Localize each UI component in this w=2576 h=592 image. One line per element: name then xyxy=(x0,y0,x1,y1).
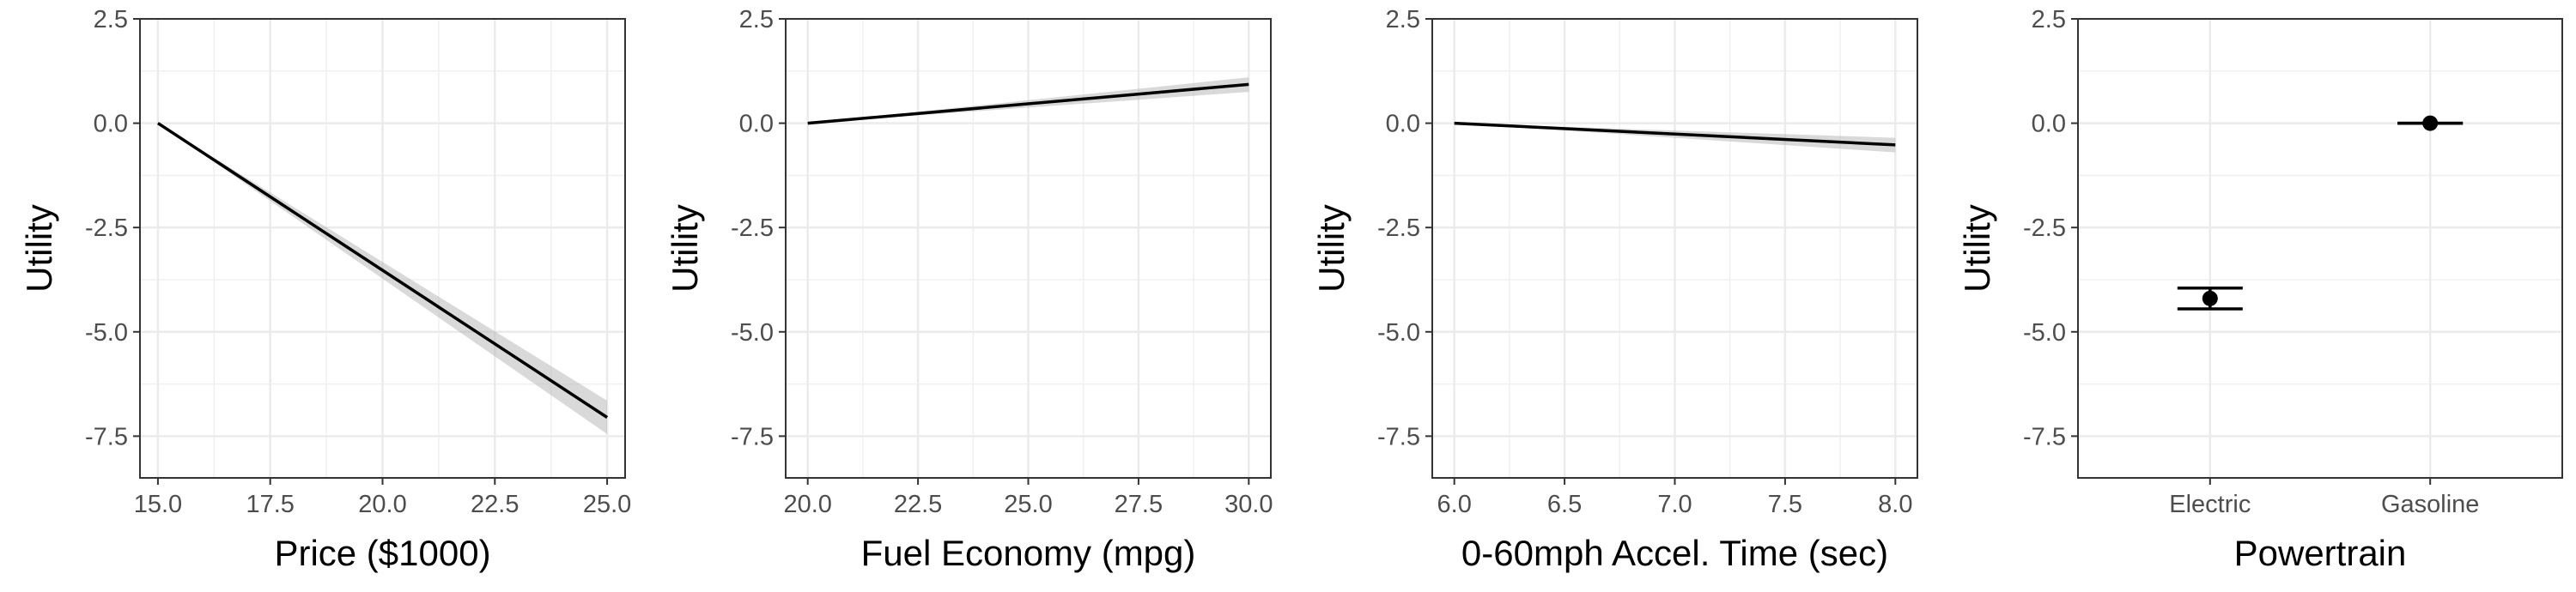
y-tick-label: 2.5 xyxy=(1386,6,1420,33)
x-axis-title: 0-60mph Accel. Time (sec) xyxy=(1461,533,1888,573)
panel-border xyxy=(2077,18,2563,479)
x-tick-label: 25.0 xyxy=(583,491,631,518)
x-tick-label: 27.5 xyxy=(1115,491,1163,518)
y-axis-title: Utility xyxy=(1957,204,1997,293)
y-axis-title: Utility xyxy=(19,204,59,293)
x-tick-label: 22.5 xyxy=(471,491,519,518)
x-tick-label: 15.0 xyxy=(134,491,182,518)
y-tick-label: -2.5 xyxy=(2023,214,2066,242)
data-point xyxy=(2202,290,2218,306)
x-tick-label: 8.0 xyxy=(1878,491,1912,518)
y-tick-label: -5.0 xyxy=(2023,319,2066,347)
y-tick-label: -7.5 xyxy=(731,423,774,450)
x-tick-label: 22.5 xyxy=(894,491,942,518)
y-tick-label: -5.0 xyxy=(1377,319,1420,347)
x-tick-label: 6.0 xyxy=(1437,491,1472,518)
x-tick-label: 30.0 xyxy=(1224,491,1273,518)
y-tick-label: -5.0 xyxy=(731,319,774,347)
y-tick-label: -7.5 xyxy=(2023,423,2066,450)
utility-line xyxy=(1454,121,1896,147)
x-axis-title: Powertrain xyxy=(2234,533,2407,573)
x-tick-label: 20.0 xyxy=(783,491,831,518)
chart-panel-3: 2.5 0.0 -2.5 -5.0 -7.5 6.0 6.5 7.0 7.5 8.0 0-60mph… xyxy=(1311,6,1918,573)
x-axis-title: Fuel Economy (mpg) xyxy=(861,533,1196,573)
chart-panel-4: 2.5 0.0 -2.5 -5.0 -7.5 Electric Gasoline Powert… xyxy=(1957,6,2563,573)
y-axis-title: Utility xyxy=(1311,204,1352,293)
x-tick-label: 17.5 xyxy=(246,491,294,518)
y-tick-label: 2.5 xyxy=(739,6,774,33)
y-tick-label: -2.5 xyxy=(85,214,128,242)
y-tick-label: 0.0 xyxy=(1386,111,1420,138)
gridlines xyxy=(786,17,1271,478)
y-tick-label: -2.5 xyxy=(1377,214,1420,242)
y-tick-label: 0.0 xyxy=(2032,111,2066,138)
gridlines xyxy=(2078,17,2562,478)
confidence-band xyxy=(807,77,1249,124)
chart-panel-1: 2.5 0.0 -2.5 -5.0 -7.5 15.0 17.5 20.0 22.5 25.0 Pr… xyxy=(19,6,631,573)
chart-panel-2: 2.5 0.0 -2.5 -5.0 -7.5 20.0 22.5 25.0 27.5 30.0 Fu… xyxy=(665,6,1273,573)
gridlines xyxy=(140,17,625,478)
x-tick-label: 7.5 xyxy=(1768,491,1802,518)
utility-line xyxy=(156,122,609,419)
data-point xyxy=(2422,115,2439,131)
y-tick-label: 2.5 xyxy=(94,6,128,33)
y-tick-label: -5.0 xyxy=(85,319,128,347)
y-tick-label: 2.5 xyxy=(2032,6,2066,33)
utility-line xyxy=(807,82,1249,125)
x-tick-label: 25.0 xyxy=(1004,491,1052,518)
gridlines xyxy=(1432,17,1917,478)
y-tick-label: -7.5 xyxy=(1377,423,1420,450)
x-category-label: Electric xyxy=(2169,491,2251,518)
x-tick-label: 6.5 xyxy=(1547,491,1582,518)
x-axis-title: Price ($1000) xyxy=(274,533,490,573)
y-tick-label: 0.0 xyxy=(739,111,774,138)
confidence-band xyxy=(157,123,608,434)
y-tick-label: -7.5 xyxy=(85,423,128,450)
y-tick-label: 0.0 xyxy=(94,111,128,138)
x-tick-label: 7.0 xyxy=(1657,491,1692,518)
y-tick-label: -2.5 xyxy=(731,214,774,242)
x-category-label: Gasoline xyxy=(2381,491,2479,518)
y-axis-title: Utility xyxy=(665,204,705,293)
x-tick-label: 20.0 xyxy=(358,491,406,518)
